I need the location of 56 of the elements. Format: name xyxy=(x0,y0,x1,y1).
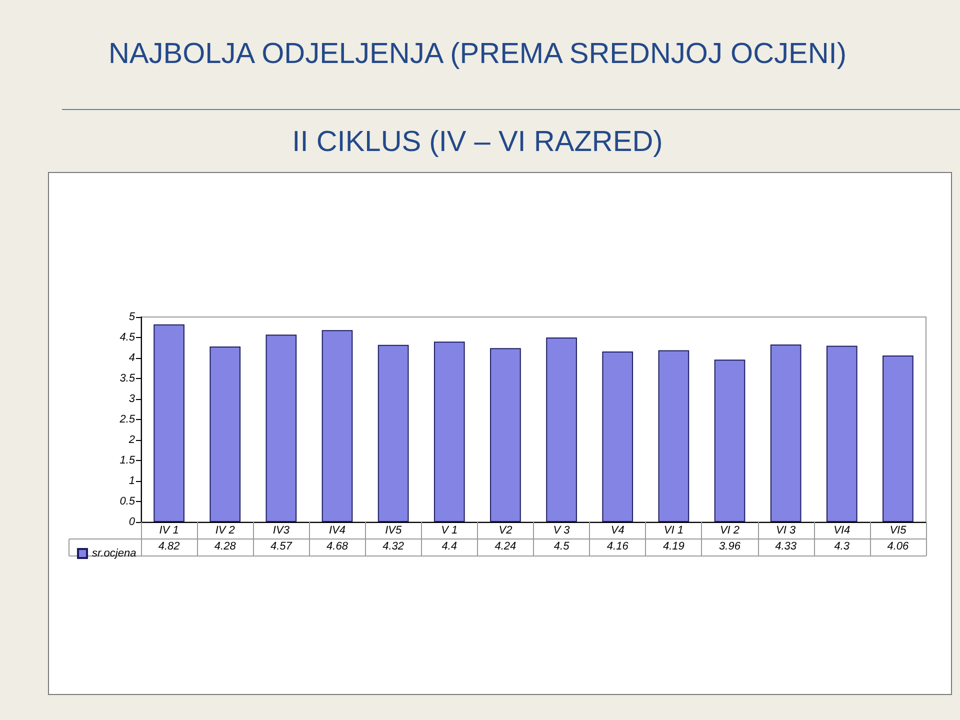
x-tick-label: VI 3 xyxy=(776,524,796,536)
bar xyxy=(882,356,914,522)
x-tick-label: IV 1 xyxy=(159,524,179,536)
data-label: 4.4 xyxy=(442,540,458,552)
y-tick-label: 2 xyxy=(128,434,135,446)
y-tick-label: 0.5 xyxy=(120,496,136,508)
bar xyxy=(546,338,577,522)
x-tick-label: IV3 xyxy=(272,524,290,536)
y-tick-label: 0 xyxy=(128,516,136,528)
y-tick-label: 3.5 xyxy=(120,372,136,384)
data-label: 4.57 xyxy=(270,540,293,552)
data-label: 4.32 xyxy=(382,540,404,552)
y-tick-label: 5 xyxy=(128,311,136,323)
legend-label: sr.ocjena xyxy=(92,548,136,560)
x-tick-label: IV4 xyxy=(328,524,346,536)
bar xyxy=(210,346,241,522)
data-label: 4.33 xyxy=(775,540,798,552)
chart-title: NAJBOLJA ODJELJENJA (PREMA SREDNJOJ OCJENI) xyxy=(107,37,848,72)
data-label: 3.96 xyxy=(719,540,742,552)
data-label: 4.68 xyxy=(326,540,349,552)
bar xyxy=(266,334,297,522)
data-label: 4.16 xyxy=(606,540,630,552)
data-label: 4.28 xyxy=(214,540,237,552)
bar xyxy=(322,330,353,522)
data-label: 4.5 xyxy=(554,540,570,552)
y-tick-label: 1 xyxy=(128,475,135,487)
chart-subtitle: II CIKLUS (IV – VI RAZRED) xyxy=(291,125,664,160)
data-label: 4.19 xyxy=(662,540,684,552)
data-label: 4.82 xyxy=(158,540,180,552)
y-tick-label: 3 xyxy=(128,393,136,405)
bar xyxy=(154,324,184,522)
x-tick-label: V2 xyxy=(498,524,512,536)
y-tick-label: 4 xyxy=(128,352,135,364)
x-tick-label: V4 xyxy=(610,524,624,536)
y-tick-label: 1.5 xyxy=(120,454,136,466)
x-tick-label: V 1 xyxy=(441,524,458,536)
x-tick-label: VI 2 xyxy=(720,524,740,536)
bar xyxy=(714,360,746,522)
bar xyxy=(770,344,802,522)
y-tick-label: 4.5 xyxy=(120,332,136,344)
bar xyxy=(434,342,465,522)
x-tick-label: IV5 xyxy=(385,524,402,536)
y-tick-label: 2.5 xyxy=(118,414,136,426)
x-tick-label: IV 2 xyxy=(215,524,235,536)
data-label: 4.24 xyxy=(494,540,516,552)
x-tick-label: VI 1 xyxy=(664,524,684,536)
x-tick-label: VI4 xyxy=(834,524,850,536)
bar xyxy=(658,350,690,522)
data-label: 4.06 xyxy=(887,540,910,552)
bar xyxy=(490,348,521,522)
data-label: 4.3 xyxy=(834,540,850,552)
x-tick-label: V 3 xyxy=(553,524,571,536)
x-tick-label: VI5 xyxy=(890,524,908,536)
bar xyxy=(826,346,858,522)
bar xyxy=(378,344,409,522)
bar xyxy=(602,351,634,522)
